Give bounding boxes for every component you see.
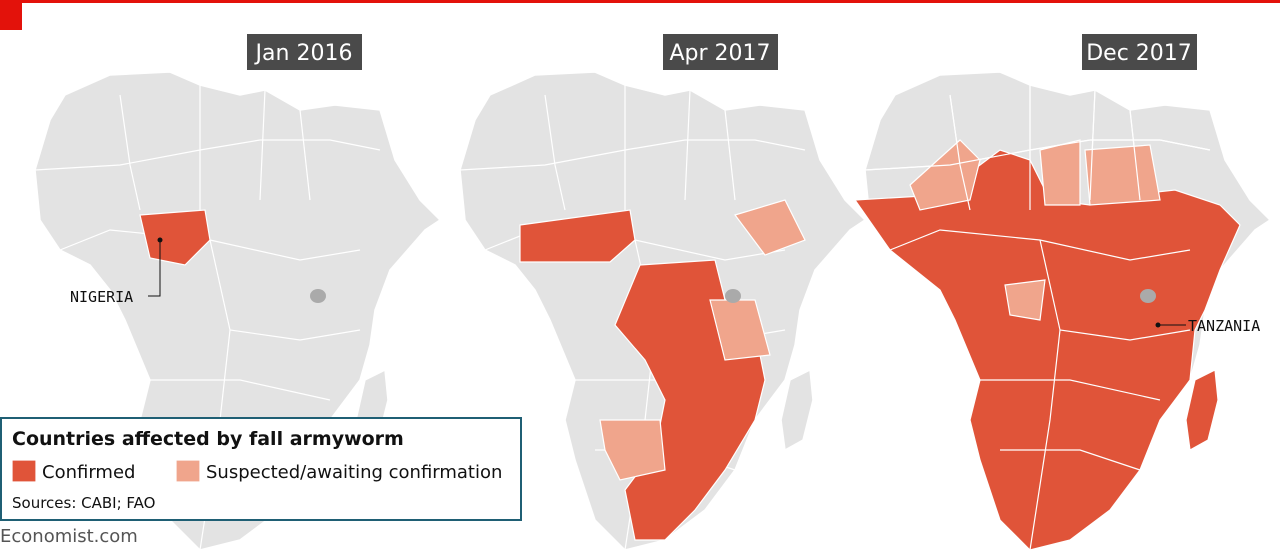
nigeria (139, 209, 211, 266)
region (709, 299, 771, 361)
legend-item: Confirmed (42, 462, 135, 483)
lake (310, 289, 326, 303)
region (1039, 139, 1081, 206)
region (734, 199, 806, 256)
title-box (663, 34, 778, 70)
title-box (247, 34, 362, 70)
map-panel: Dec 2017 TANZANIA (853, 34, 1271, 551)
lake (725, 289, 741, 303)
legend-swatch (175, 459, 201, 483)
corner-tag (0, 0, 22, 30)
map-panel: Jan 2016 NIGERIA (34, 34, 441, 551)
top-rule (0, 0, 1280, 3)
panel-title: Dec 2017 (1086, 41, 1192, 66)
legend-item: Suspected/awaiting confirmation (206, 462, 502, 483)
annotation: TANZANIA (1188, 317, 1260, 335)
leader-dot (1155, 322, 1161, 328)
legend-swatch (11, 459, 37, 483)
legend: Countries affected by fall armyworm Conf… (0, 417, 522, 521)
footer: Economist.com (0, 526, 138, 547)
region (909, 139, 981, 211)
leader (148, 240, 161, 297)
panel-title: Apr 2017 (669, 41, 770, 66)
region (1004, 279, 1046, 321)
legend-box (0, 417, 522, 521)
panel-title: Jan 2016 (254, 41, 353, 66)
region (853, 149, 1241, 551)
title-box (1082, 34, 1197, 70)
lake (1140, 289, 1156, 303)
annotation: NIGERIA (70, 288, 133, 306)
legend-title: Countries affected by fall armyworm (12, 428, 404, 450)
region (519, 209, 636, 263)
region (599, 419, 666, 481)
source: Sources: CABI; FAO (12, 494, 155, 512)
map-panel: Apr 2017 (459, 34, 866, 551)
region (1084, 144, 1161, 206)
leader-dot (157, 237, 163, 243)
